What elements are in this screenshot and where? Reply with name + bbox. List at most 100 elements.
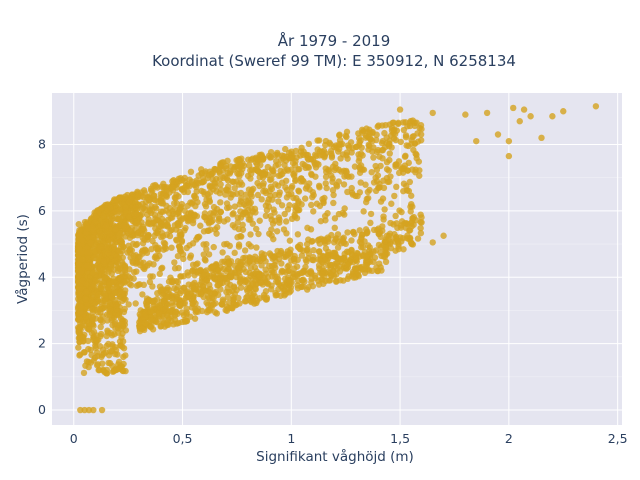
data-point (221, 241, 228, 248)
data-point (184, 293, 192, 300)
data-point-outlier (505, 152, 513, 160)
data-point (273, 228, 281, 235)
data-point (147, 308, 155, 316)
data-point (161, 240, 169, 248)
data-point (330, 252, 337, 260)
data-point-outlier (527, 113, 534, 120)
data-point (231, 203, 239, 210)
data-point (324, 234, 332, 241)
data-point (340, 181, 348, 188)
data-point (127, 254, 134, 261)
data-point (158, 183, 165, 190)
data-point (127, 227, 134, 235)
data-point (231, 290, 239, 298)
data-point (268, 166, 276, 173)
data-point (200, 251, 207, 258)
data-point (163, 207, 170, 214)
data-point (349, 144, 356, 152)
data-point-outlier (510, 104, 517, 112)
data-point (206, 281, 213, 289)
data-point (291, 211, 298, 218)
data-point (102, 222, 110, 230)
data-point (393, 127, 401, 134)
data-point (157, 305, 164, 312)
data-point (227, 168, 234, 175)
data-point (198, 166, 205, 173)
data-point (122, 352, 129, 359)
data-point (142, 313, 149, 320)
data-point (245, 241, 252, 248)
data-point (79, 277, 87, 284)
data-point (290, 265, 298, 272)
data-point (167, 214, 174, 222)
data-point (387, 173, 394, 180)
data-point (139, 250, 146, 257)
data-point (89, 314, 96, 322)
data-point (286, 249, 293, 256)
data-point (99, 360, 106, 367)
data-point (250, 255, 257, 263)
data-point (262, 212, 270, 220)
data-point (226, 242, 233, 250)
data-point (330, 199, 337, 207)
data-point (76, 232, 84, 240)
data-point (117, 288, 124, 295)
data-point (217, 186, 225, 193)
data-point (414, 235, 422, 242)
data-point (356, 169, 364, 176)
data-point (319, 151, 326, 159)
data-point (322, 137, 330, 145)
data-point (146, 196, 154, 204)
data-point (122, 287, 129, 294)
data-point (244, 276, 251, 283)
data-point (237, 284, 245, 291)
x-tick-label: 0,5 (173, 431, 193, 446)
data-point (248, 205, 255, 212)
data-point (151, 192, 158, 200)
data-point (83, 262, 91, 269)
data-point-outlier (462, 111, 469, 118)
data-point (125, 242, 132, 250)
data-point (147, 324, 155, 331)
data-point (387, 132, 395, 139)
data-point (282, 218, 290, 225)
data-point (272, 292, 279, 299)
data-point (363, 125, 370, 132)
data-point (281, 287, 289, 294)
data-point-outlier (516, 118, 523, 125)
data-point (358, 144, 365, 151)
data-point (235, 264, 242, 272)
data-point (309, 189, 317, 196)
data-point (157, 194, 165, 201)
data-point (272, 162, 280, 169)
data-point (185, 210, 192, 217)
data-point (317, 217, 325, 225)
y-tick-label: 0 (38, 402, 46, 417)
data-point (198, 187, 205, 195)
data-point (344, 261, 351, 268)
data-point (356, 189, 364, 196)
data-point (168, 226, 175, 234)
data-point (189, 268, 196, 275)
data-point (234, 219, 241, 226)
data-point (291, 170, 298, 177)
data-point (153, 255, 160, 262)
data-point (169, 178, 176, 185)
data-point (124, 249, 131, 256)
data-point (174, 278, 182, 286)
data-point (363, 132, 370, 139)
data-point (95, 291, 102, 298)
data-point (214, 291, 222, 299)
data-point (210, 203, 218, 211)
data-point (159, 291, 166, 299)
data-point (406, 227, 414, 234)
data-point (193, 188, 200, 195)
data-point (89, 309, 96, 316)
data-point (223, 204, 231, 212)
data-point (246, 162, 253, 169)
y-axis-title: Vågperiod (s) (14, 214, 31, 304)
data-point (152, 183, 160, 190)
data-point (351, 230, 358, 238)
data-point (208, 263, 216, 271)
data-point (412, 217, 419, 224)
